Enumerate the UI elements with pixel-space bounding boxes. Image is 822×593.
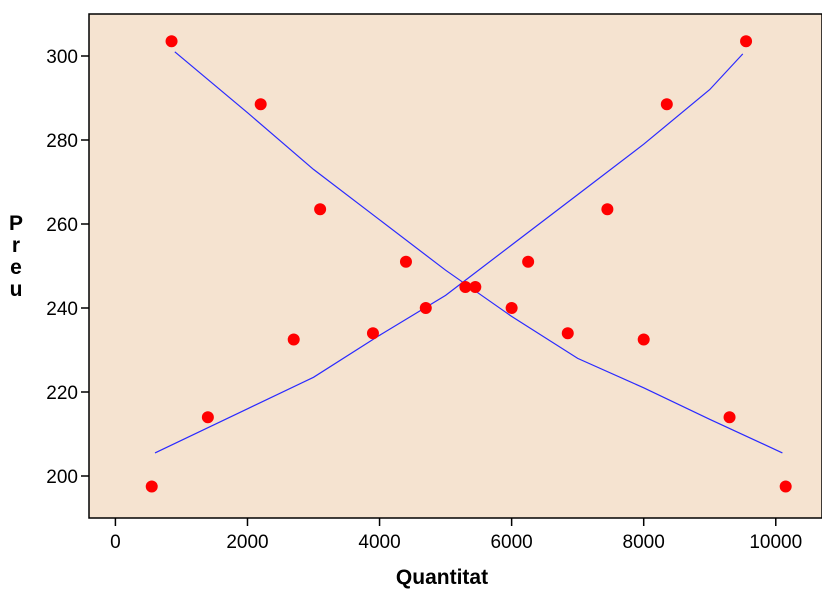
data-points — [145, 35, 792, 493]
x-tick-label: 8000 — [623, 532, 665, 553]
data-point — [779, 480, 792, 493]
y-tick-label: 280 — [46, 131, 78, 152]
x-tick-label: 0 — [110, 532, 121, 553]
data-point — [459, 281, 472, 293]
y-tick-label: 260 — [46, 215, 78, 236]
data-point — [314, 203, 327, 216]
fit-line-2 — [174, 51, 783, 454]
data-point — [201, 411, 214, 424]
plot-area — [88, 13, 822, 519]
x-tick-label: 10000 — [749, 532, 802, 553]
data-point — [287, 333, 300, 346]
data-point — [469, 281, 482, 293]
data-point — [740, 35, 753, 48]
data-point — [660, 98, 673, 111]
x-tick-label: 4000 — [358, 532, 400, 553]
data-point — [522, 255, 535, 268]
data-point — [165, 35, 178, 48]
y-tick-label: 220 — [46, 383, 78, 404]
data-point — [723, 411, 736, 424]
y-tick-label: 300 — [46, 47, 78, 68]
x-axis-title: Quantitat — [396, 566, 488, 589]
y-tick-label: 240 — [46, 299, 78, 320]
data-point — [145, 480, 158, 493]
data-point — [419, 302, 432, 314]
data-point — [601, 203, 614, 216]
data-point — [637, 333, 650, 346]
axes: 0 2000 4000 6000 8000 10000 200 220 240 260 280 300 — [46, 47, 802, 553]
fit-lines — [154, 51, 783, 454]
data-point — [366, 327, 379, 340]
y-tick-label: 200 — [46, 467, 78, 488]
data-point — [505, 302, 518, 314]
fit-line-1 — [154, 53, 744, 454]
data-point — [254, 98, 267, 111]
data-point — [561, 327, 574, 340]
x-tick-label: 2000 — [226, 532, 268, 553]
data-point — [399, 255, 412, 268]
x-tick-label: 6000 — [490, 532, 532, 553]
